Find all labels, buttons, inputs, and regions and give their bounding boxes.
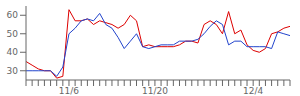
svg-text:50: 50 [8,29,18,39]
svg-text:30: 30 [8,66,18,76]
svg-text:11/6: 11/6 [59,86,79,96]
svg-text:60: 60 [8,10,18,20]
svg-text:40: 40 [8,47,18,57]
svg-text:12/4: 12/4 [243,86,263,96]
svg-text:11/20: 11/20 [142,86,168,96]
